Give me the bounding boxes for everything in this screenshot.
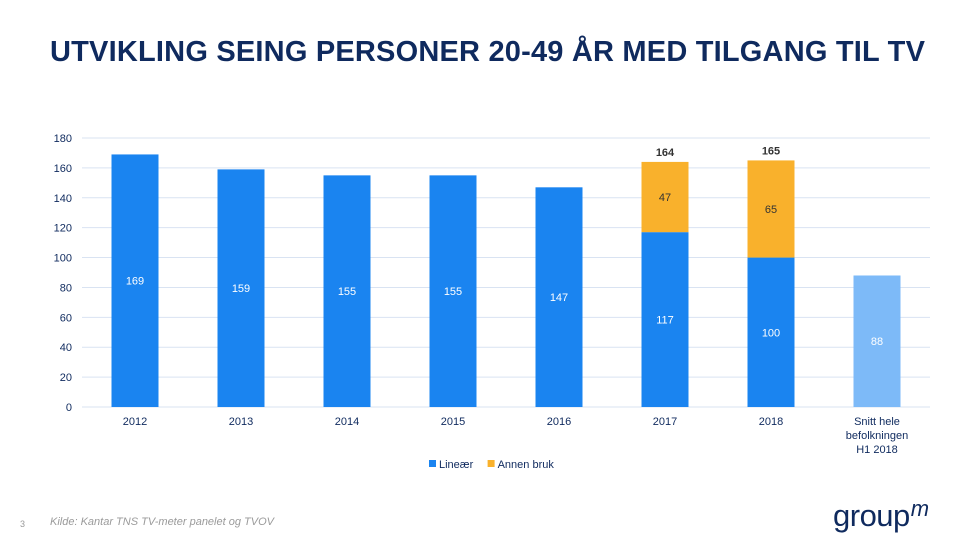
data-label-linear: 100 [762, 327, 780, 339]
data-label-linear: 169 [126, 276, 144, 288]
x-tick-label: Snitt hele befolkningen H1 2018 [846, 416, 908, 456]
x-tick-label: 2014 [335, 416, 359, 428]
bar-linear [429, 175, 477, 407]
bar-other [641, 161, 689, 233]
y-tick-label: 0 [66, 402, 72, 414]
page-title: UTVIKLING SEING PERSONER 20-49 ÅR MED TI… [50, 36, 926, 68]
y-tick-label: 20 [60, 372, 72, 384]
x-tick-label: 2018 [759, 416, 783, 428]
x-tick-label: 2013 [229, 416, 253, 428]
data-label-linear: 147 [550, 292, 568, 304]
data-label-linear: 159 [232, 283, 250, 295]
chart-data-labels: 169 159 155 155 147 117 47 164 100 65 165 88 [126, 145, 883, 348]
legend-label: Lineær [439, 459, 474, 471]
chart-bars [111, 154, 901, 407]
y-tick-label: 80 [60, 282, 72, 294]
x-tick-label: 2016 [547, 416, 571, 428]
x-axis-tick-labels: 2012 2013 2014 2015 2016 2017 2018 Snitt hele be… [123, 416, 908, 456]
chart-legend: Lineær Annen bruk [429, 459, 554, 471]
y-tick-label: 40 [60, 342, 72, 354]
page-number: 3 [20, 519, 26, 529]
bar-linear [853, 275, 901, 407]
bar-linear [535, 187, 583, 407]
logo-text: group [833, 498, 910, 533]
y-tick-label: 180 [54, 133, 72, 145]
data-label-linear: 88 [871, 336, 883, 348]
source-note: Kilde: Kantar TNS TV-meter panelet og TV… [50, 516, 274, 528]
chart-gridlines [82, 137, 930, 408]
data-label-other: 65 [765, 204, 777, 216]
bar-linear [641, 232, 689, 407]
y-axis-tick-labels: 0 20 40 60 80 100 120 140 160 180 [54, 133, 72, 414]
y-tick-label: 60 [60, 312, 72, 324]
data-label-total: 165 [762, 145, 780, 157]
y-tick-label: 160 [54, 163, 72, 175]
x-tick-label: 2012 [123, 416, 147, 428]
x-tick-label: 2015 [441, 416, 465, 428]
bar-other [747, 160, 795, 258]
y-tick-label: 140 [54, 193, 72, 205]
bar-linear [323, 175, 371, 407]
legend-swatch [487, 460, 495, 467]
data-label-linear: 155 [338, 286, 356, 298]
y-tick-label: 100 [54, 253, 72, 265]
data-label-total: 164 [656, 147, 675, 159]
data-label-linear: 155 [444, 286, 462, 298]
x-tick-label: 2017 [653, 416, 677, 428]
groupm-logo: groupm [833, 496, 929, 534]
bar-linear [111, 154, 159, 407]
y-tick-label: 120 [54, 223, 72, 235]
legend-swatch [429, 460, 436, 467]
bar-linear [217, 169, 265, 407]
legend-label: Annen bruk [498, 459, 555, 471]
data-label-other: 47 [659, 192, 671, 204]
logo-superscript: m [910, 496, 929, 521]
bar-linear [747, 257, 795, 407]
data-label-linear: 117 [656, 315, 674, 327]
